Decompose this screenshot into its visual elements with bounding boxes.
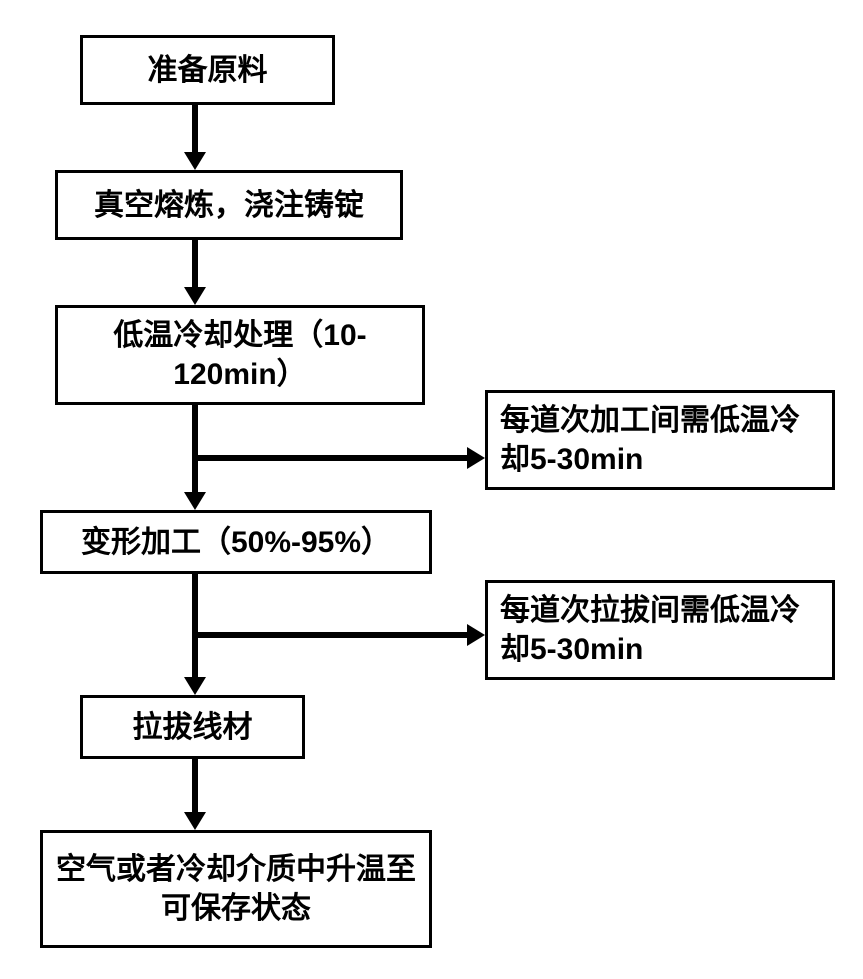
node-label: 变形加工（50%-95%） [81,523,391,562]
node-label: 拉拔线材 [133,708,253,747]
node-label: 每道次拉拔间需低温冷却5-30min [500,591,820,669]
arrow-down [180,240,210,305]
arrow-down [180,759,210,830]
arrow-right [198,620,485,650]
node-label: 准备原料 [148,51,268,90]
flow-node: 准备原料 [80,35,335,105]
node-label: 空气或者冷却介质中升温至可保存状态 [53,850,419,928]
node-label: 每道次加工间需低温冷却5-30min [500,401,820,479]
flow-node: 空气或者冷却介质中升温至可保存状态 [40,830,432,948]
arrow-right [198,443,485,473]
node-label: 低温冷却处理（10-120min） [68,316,412,394]
flow-node: 低温冷却处理（10-120min） [55,305,425,405]
side-note: 每道次加工间需低温冷却5-30min [485,390,835,490]
flow-node: 真空熔炼，浇注铸锭 [55,170,403,240]
flow-node: 变形加工（50%-95%） [40,510,432,574]
node-label: 真空熔炼，浇注铸锭 [94,186,364,225]
side-note: 每道次拉拔间需低温冷却5-30min [485,580,835,680]
flow-node: 拉拔线材 [80,695,305,759]
arrow-down [180,105,210,170]
